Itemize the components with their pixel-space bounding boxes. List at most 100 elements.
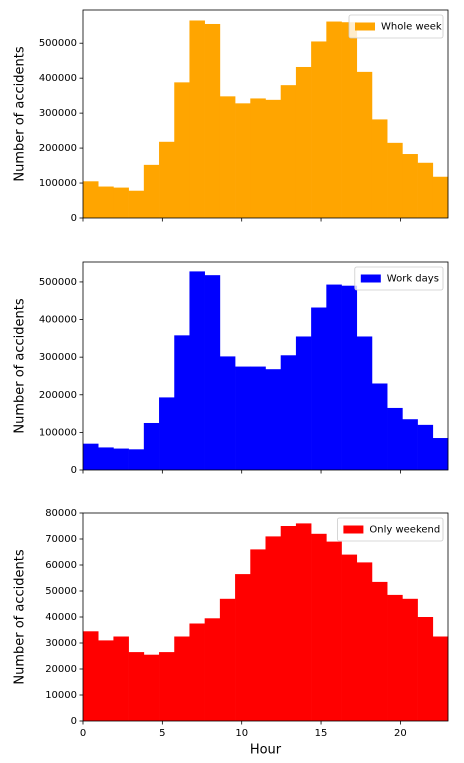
legend: Only weekend — [336, 517, 444, 542]
bar — [326, 284, 342, 470]
legend-swatch — [355, 22, 375, 31]
bar — [387, 407, 403, 470]
bar — [143, 164, 160, 218]
y-tick-label: 0 — [71, 716, 77, 727]
bar — [219, 356, 236, 470]
bar — [219, 598, 236, 721]
bar — [235, 574, 251, 721]
bar — [432, 438, 449, 470]
y-tick-label: 500000 — [39, 277, 77, 288]
y-axis-label: Number of accidents — [13, 298, 28, 433]
bar — [341, 285, 358, 470]
bar — [402, 419, 418, 470]
bar — [341, 554, 358, 721]
bar — [159, 652, 175, 721]
bar — [432, 636, 449, 721]
bar — [402, 154, 418, 218]
bar — [83, 181, 99, 218]
legend: Whole week — [348, 14, 444, 39]
legend-swatch — [343, 525, 364, 534]
bar — [204, 23, 221, 219]
y-tick-label: 400000 — [39, 315, 77, 326]
bar — [326, 541, 342, 721]
bar — [417, 424, 434, 470]
y-tick-label: 200000 — [39, 390, 77, 401]
bar — [250, 549, 266, 721]
bar — [295, 336, 312, 470]
y-tick-label: 30000 — [45, 638, 77, 649]
y-axis-label: Number of accidents — [13, 46, 28, 181]
y-tick-label: 50000 — [45, 586, 77, 597]
x-tick-label: 20 — [394, 728, 407, 739]
bar — [159, 141, 175, 218]
legend-box — [348, 14, 444, 39]
bar — [113, 187, 129, 218]
bar — [204, 275, 221, 470]
bar — [98, 186, 114, 218]
bar — [295, 523, 312, 721]
x-tick-label: 15 — [315, 728, 328, 739]
bar — [189, 20, 205, 218]
legend-label: Work days — [387, 274, 439, 285]
bar — [83, 443, 99, 470]
y-tick-label: 0 — [71, 213, 77, 224]
bar — [250, 366, 266, 470]
y-tick-label: 40000 — [45, 612, 77, 623]
bar — [204, 618, 221, 721]
y-tick-label: 20000 — [45, 664, 77, 675]
bar — [250, 98, 266, 218]
y-tick-label: 70000 — [45, 534, 77, 545]
bar — [98, 447, 114, 470]
bar — [387, 594, 403, 721]
bar — [432, 176, 449, 218]
bar — [356, 71, 373, 218]
bar — [189, 271, 205, 470]
bar — [417, 162, 434, 218]
legend-label: Only weekend — [369, 525, 440, 536]
bar — [371, 581, 388, 721]
x-tick-label: 10 — [235, 728, 248, 739]
x-tick-label: 0 — [80, 728, 86, 739]
bar — [311, 41, 327, 218]
y-tick-label: 10000 — [45, 690, 77, 701]
y-tick-label: 100000 — [39, 178, 77, 189]
bar — [417, 617, 434, 721]
y-tick-label: 400000 — [39, 73, 77, 84]
bar — [402, 598, 418, 721]
legend: Work days — [354, 266, 444, 291]
bar — [174, 82, 190, 218]
bar — [311, 533, 327, 721]
legend-box — [336, 517, 444, 542]
bar — [98, 640, 114, 721]
bar — [280, 355, 297, 470]
bar — [113, 448, 129, 470]
legend-box — [354, 266, 444, 291]
bar — [341, 22, 358, 219]
bar — [128, 190, 145, 218]
bar — [235, 103, 251, 218]
x-axis-label: Hour — [250, 743, 282, 758]
y-tick-label: 500000 — [39, 38, 77, 49]
bar — [280, 85, 297, 218]
y-tick-label: 0 — [71, 465, 77, 476]
y-tick-label: 300000 — [39, 108, 77, 119]
bar — [387, 142, 403, 218]
axes-frame — [82, 261, 449, 471]
bar — [174, 636, 190, 721]
bar — [235, 366, 251, 470]
y-tick-label: 200000 — [39, 143, 77, 154]
bar — [371, 119, 388, 218]
bar — [265, 369, 282, 470]
y-tick-label: 60000 — [45, 560, 77, 571]
bar — [83, 631, 99, 721]
bar — [356, 336, 373, 470]
bar — [143, 422, 160, 470]
x-tick-label: 5 — [159, 728, 165, 739]
bar — [265, 536, 282, 721]
bar — [356, 562, 373, 721]
bar — [174, 335, 190, 470]
legend-label: Whole week — [381, 22, 442, 33]
bar — [311, 307, 327, 470]
y-tick-label: 100000 — [39, 427, 77, 438]
